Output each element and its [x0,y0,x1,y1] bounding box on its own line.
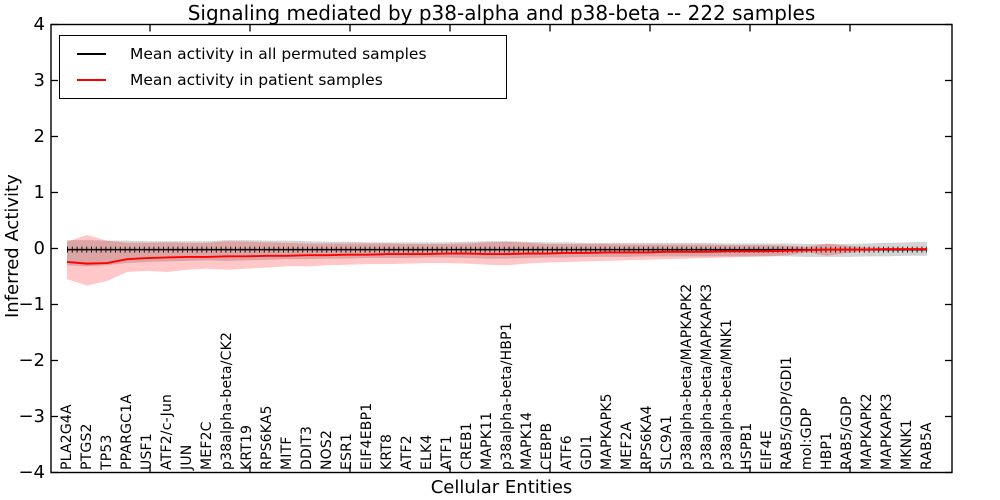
legend: Mean activity in all permuted samples Me… [59,35,507,99]
x-category-label: ESR1 [339,432,355,470]
x-category-label: RAB5/GDP/GDI1 [779,355,795,470]
x-category-label: PTGS2 [79,423,95,470]
x-category-label: KRT19 [239,424,255,470]
y-tick-label: 2 [33,126,45,147]
chart-title: Signaling mediated by p38-alpha and p38-… [187,1,816,25]
x-category-label: ATF6 [559,435,575,470]
x-category-label: EIF4EBP1 [359,402,375,470]
x-category-label: SLC9A1 [659,414,675,470]
x-category-label: MKNK1 [899,419,915,470]
x-category-label: CREB1 [459,422,475,470]
x-category-label: NOS2 [319,429,335,470]
x-category-label: KRT8 [379,433,395,470]
legend-label-patient: Mean activity in patient samples [130,70,383,89]
x-category-label: CEBPB [539,422,555,470]
x-category-label: RAB5A [919,422,935,470]
x-category-label: RPS6KA4 [639,405,655,470]
x-category-label: MAPKAPK2 [859,393,875,470]
y-tick-label: −4 [18,462,45,483]
x-category-label: HSPB1 [739,422,755,470]
y-tick-label: 0 [33,238,45,259]
x-category-label: p38alpha-beta/MNK1 [719,318,735,470]
x-category-label: EIF4E [759,430,775,470]
x-category-label: USF1 [139,433,155,470]
x-category-label: DDIT3 [299,425,315,470]
y-tick-label: −1 [18,294,45,315]
y-tick-label: −2 [18,350,45,371]
y-tick-label: −3 [18,406,45,427]
legend-label-permuted: Mean activity in all permuted samples [130,44,427,63]
x-category-label: MITF [279,436,295,470]
x-category-label: ELK4 [419,434,435,470]
legend-line-sample-permuted [77,53,106,55]
y-tick-label: 4 [33,14,45,35]
x-category-label: MEF2A [619,421,635,470]
x-category-label: HBP1 [819,431,835,470]
patient-mean-line [66,248,927,265]
x-category-label: TP53 [99,434,115,470]
x-category-label: p38alpha-beta/MAPKAPK3 [699,283,715,470]
x-category-label: MEF2C [199,421,215,470]
x-category-label: GDI1 [579,434,595,470]
legend-item-permuted: Mean activity in all permuted samples [77,45,506,64]
x-category-label: MAPKAPK5 [599,393,615,470]
x-category-label: p38alpha-beta/HBP1 [499,322,515,470]
x-category-label: p38alpha-beta/MAPKAPK2 [679,283,695,470]
x-category-label: JUN [179,444,195,470]
legend-item-patient: Mean activity in patient samples [77,71,506,90]
x-category-label: RPS6KA5 [259,405,275,470]
x-category-label: ATF2 [399,435,415,470]
x-category-label: ATF2/c-Jun [159,393,175,470]
legend-line-sample-patient [77,79,106,81]
y-tick-label: 3 [33,70,45,91]
x-category-label: PPARGC1A [119,393,135,470]
x-category-label: MAPKAPK3 [879,393,895,470]
x-axis-label: Cellular Entities [430,477,573,498]
x-category-label: MAPK14 [519,411,535,470]
x-category-label: PLA2G4A [59,404,75,470]
x-category-label: p38alpha-beta/CK2 [219,331,235,470]
x-category-label: RAB5/GDP [839,396,855,470]
x-category-label: MAPK11 [479,411,495,470]
std-band [67,235,927,286]
y-tick-label: 1 [33,182,45,203]
x-category-label: mol:GDP [799,407,815,470]
x-category-label: ATF1 [439,435,455,470]
